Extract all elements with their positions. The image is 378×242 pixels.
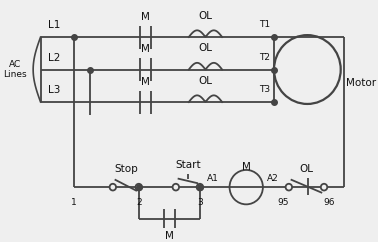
Text: T3: T3: [259, 85, 270, 94]
Text: L2: L2: [48, 53, 60, 63]
Text: Stop: Stop: [114, 164, 138, 174]
Circle shape: [321, 184, 327, 190]
Text: M: M: [165, 231, 174, 241]
Text: OL: OL: [198, 11, 212, 21]
Text: 95: 95: [277, 198, 289, 207]
Text: 1: 1: [71, 198, 77, 207]
Text: T1: T1: [259, 20, 270, 29]
Text: M: M: [141, 12, 150, 22]
Text: OL: OL: [198, 43, 212, 53]
Text: 3: 3: [197, 198, 203, 207]
Text: AC
Lines: AC Lines: [3, 60, 26, 79]
Text: T2: T2: [259, 53, 270, 62]
Text: Motor: Motor: [346, 78, 376, 88]
Text: OL: OL: [198, 76, 212, 86]
Text: 96: 96: [324, 198, 335, 207]
Text: A1: A1: [207, 174, 219, 183]
Text: M: M: [141, 77, 150, 87]
Text: OL: OL: [299, 164, 313, 174]
Text: A2: A2: [266, 174, 278, 183]
Text: M: M: [141, 44, 150, 54]
Circle shape: [286, 184, 292, 190]
Text: M: M: [242, 162, 251, 172]
Circle shape: [136, 184, 142, 190]
Text: 2: 2: [136, 198, 142, 207]
Text: Start: Start: [175, 160, 201, 170]
Text: L3: L3: [48, 85, 60, 95]
Circle shape: [110, 184, 116, 190]
Circle shape: [173, 184, 179, 190]
Text: L1: L1: [48, 20, 60, 30]
Circle shape: [197, 184, 203, 190]
